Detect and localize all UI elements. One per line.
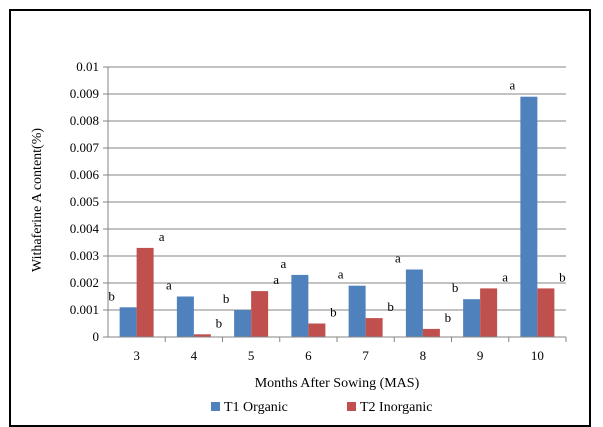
- y-tick-label: 0.003: [70, 248, 99, 263]
- bar-t2-inorganic: [193, 334, 211, 337]
- bar-t2-inorganic: [365, 318, 383, 337]
- y-tick-label: 0.01: [76, 59, 99, 74]
- significance-label: b: [216, 315, 223, 330]
- bar-t1-organic: [234, 310, 252, 337]
- x-tick-label: 6: [305, 348, 312, 363]
- significance-label: b: [108, 288, 115, 303]
- legend-label: T2 Inorganic: [360, 400, 432, 415]
- significance-label: b: [452, 280, 459, 295]
- x-axis-title: Months After Sowing (MAS): [255, 376, 420, 391]
- legend-label: T1 Organic: [224, 400, 288, 415]
- bar-t1-organic: [348, 285, 366, 337]
- bar-t2-inorganic: [537, 288, 555, 337]
- significance-label: a: [166, 278, 172, 293]
- x-tick-label: 4: [191, 348, 198, 363]
- y-tick-label: 0.002: [70, 275, 99, 290]
- x-tick-label: 7: [362, 348, 369, 363]
- x-tick-label: 8: [420, 348, 427, 363]
- bar-t2-inorganic: [136, 247, 154, 337]
- significance-label: b: [387, 299, 394, 314]
- bar-t1-organic: [291, 274, 309, 337]
- legend-swatch: [211, 402, 220, 411]
- chart-frame: [9, 9, 591, 427]
- significance-label: b: [559, 269, 566, 284]
- significance-label: a: [338, 267, 344, 282]
- y-tick-label: 0.005: [70, 194, 99, 209]
- y-axis-title: Withaferine A content(%): [30, 128, 45, 272]
- significance-label: a: [273, 272, 279, 287]
- y-tick-label: 0.006: [70, 167, 100, 182]
- x-tick-label: 9: [477, 348, 484, 363]
- x-tick-label: 3: [133, 348, 140, 363]
- significance-label: a: [159, 229, 165, 244]
- y-tick-label: 0.007: [70, 140, 100, 155]
- significance-label: a: [395, 251, 401, 266]
- significance-label: b: [223, 291, 230, 306]
- significance-label: b: [330, 305, 337, 320]
- significance-label: a: [280, 256, 286, 271]
- bar-t2-inorganic: [251, 291, 269, 337]
- y-tick-label: 0.009: [70, 86, 99, 101]
- x-tick-label: 10: [531, 348, 544, 363]
- x-tick-label: 5: [248, 348, 255, 363]
- significance-label: b: [445, 310, 452, 325]
- bar-t2-inorganic: [480, 288, 498, 337]
- legend-swatch: [347, 402, 356, 411]
- bar-t1-organic: [520, 96, 538, 337]
- bar-t1-organic: [463, 299, 481, 337]
- bar-t2-inorganic: [308, 323, 326, 337]
- bar-t1-organic: [176, 296, 194, 337]
- axes: [103, 66, 567, 342]
- significance-label: a: [502, 269, 508, 284]
- significance-label: a: [509, 78, 515, 93]
- y-tick-label: 0: [93, 329, 100, 344]
- labels: 0 0.001 0.002 0.003 0.004 0.005 0.006 0.007 0.00…: [70, 59, 566, 363]
- bar-t2-inorganic: [422, 328, 440, 337]
- y-tick-label: 0.004: [70, 221, 100, 236]
- bars: [119, 96, 555, 337]
- bar-t1-organic: [405, 269, 423, 337]
- legend: T1 Organic T2 Inorganic: [211, 400, 432, 415]
- y-tick-label: 0.001: [70, 302, 99, 317]
- bar-t1-organic: [119, 307, 137, 337]
- y-tick-label: 0.008: [70, 113, 99, 128]
